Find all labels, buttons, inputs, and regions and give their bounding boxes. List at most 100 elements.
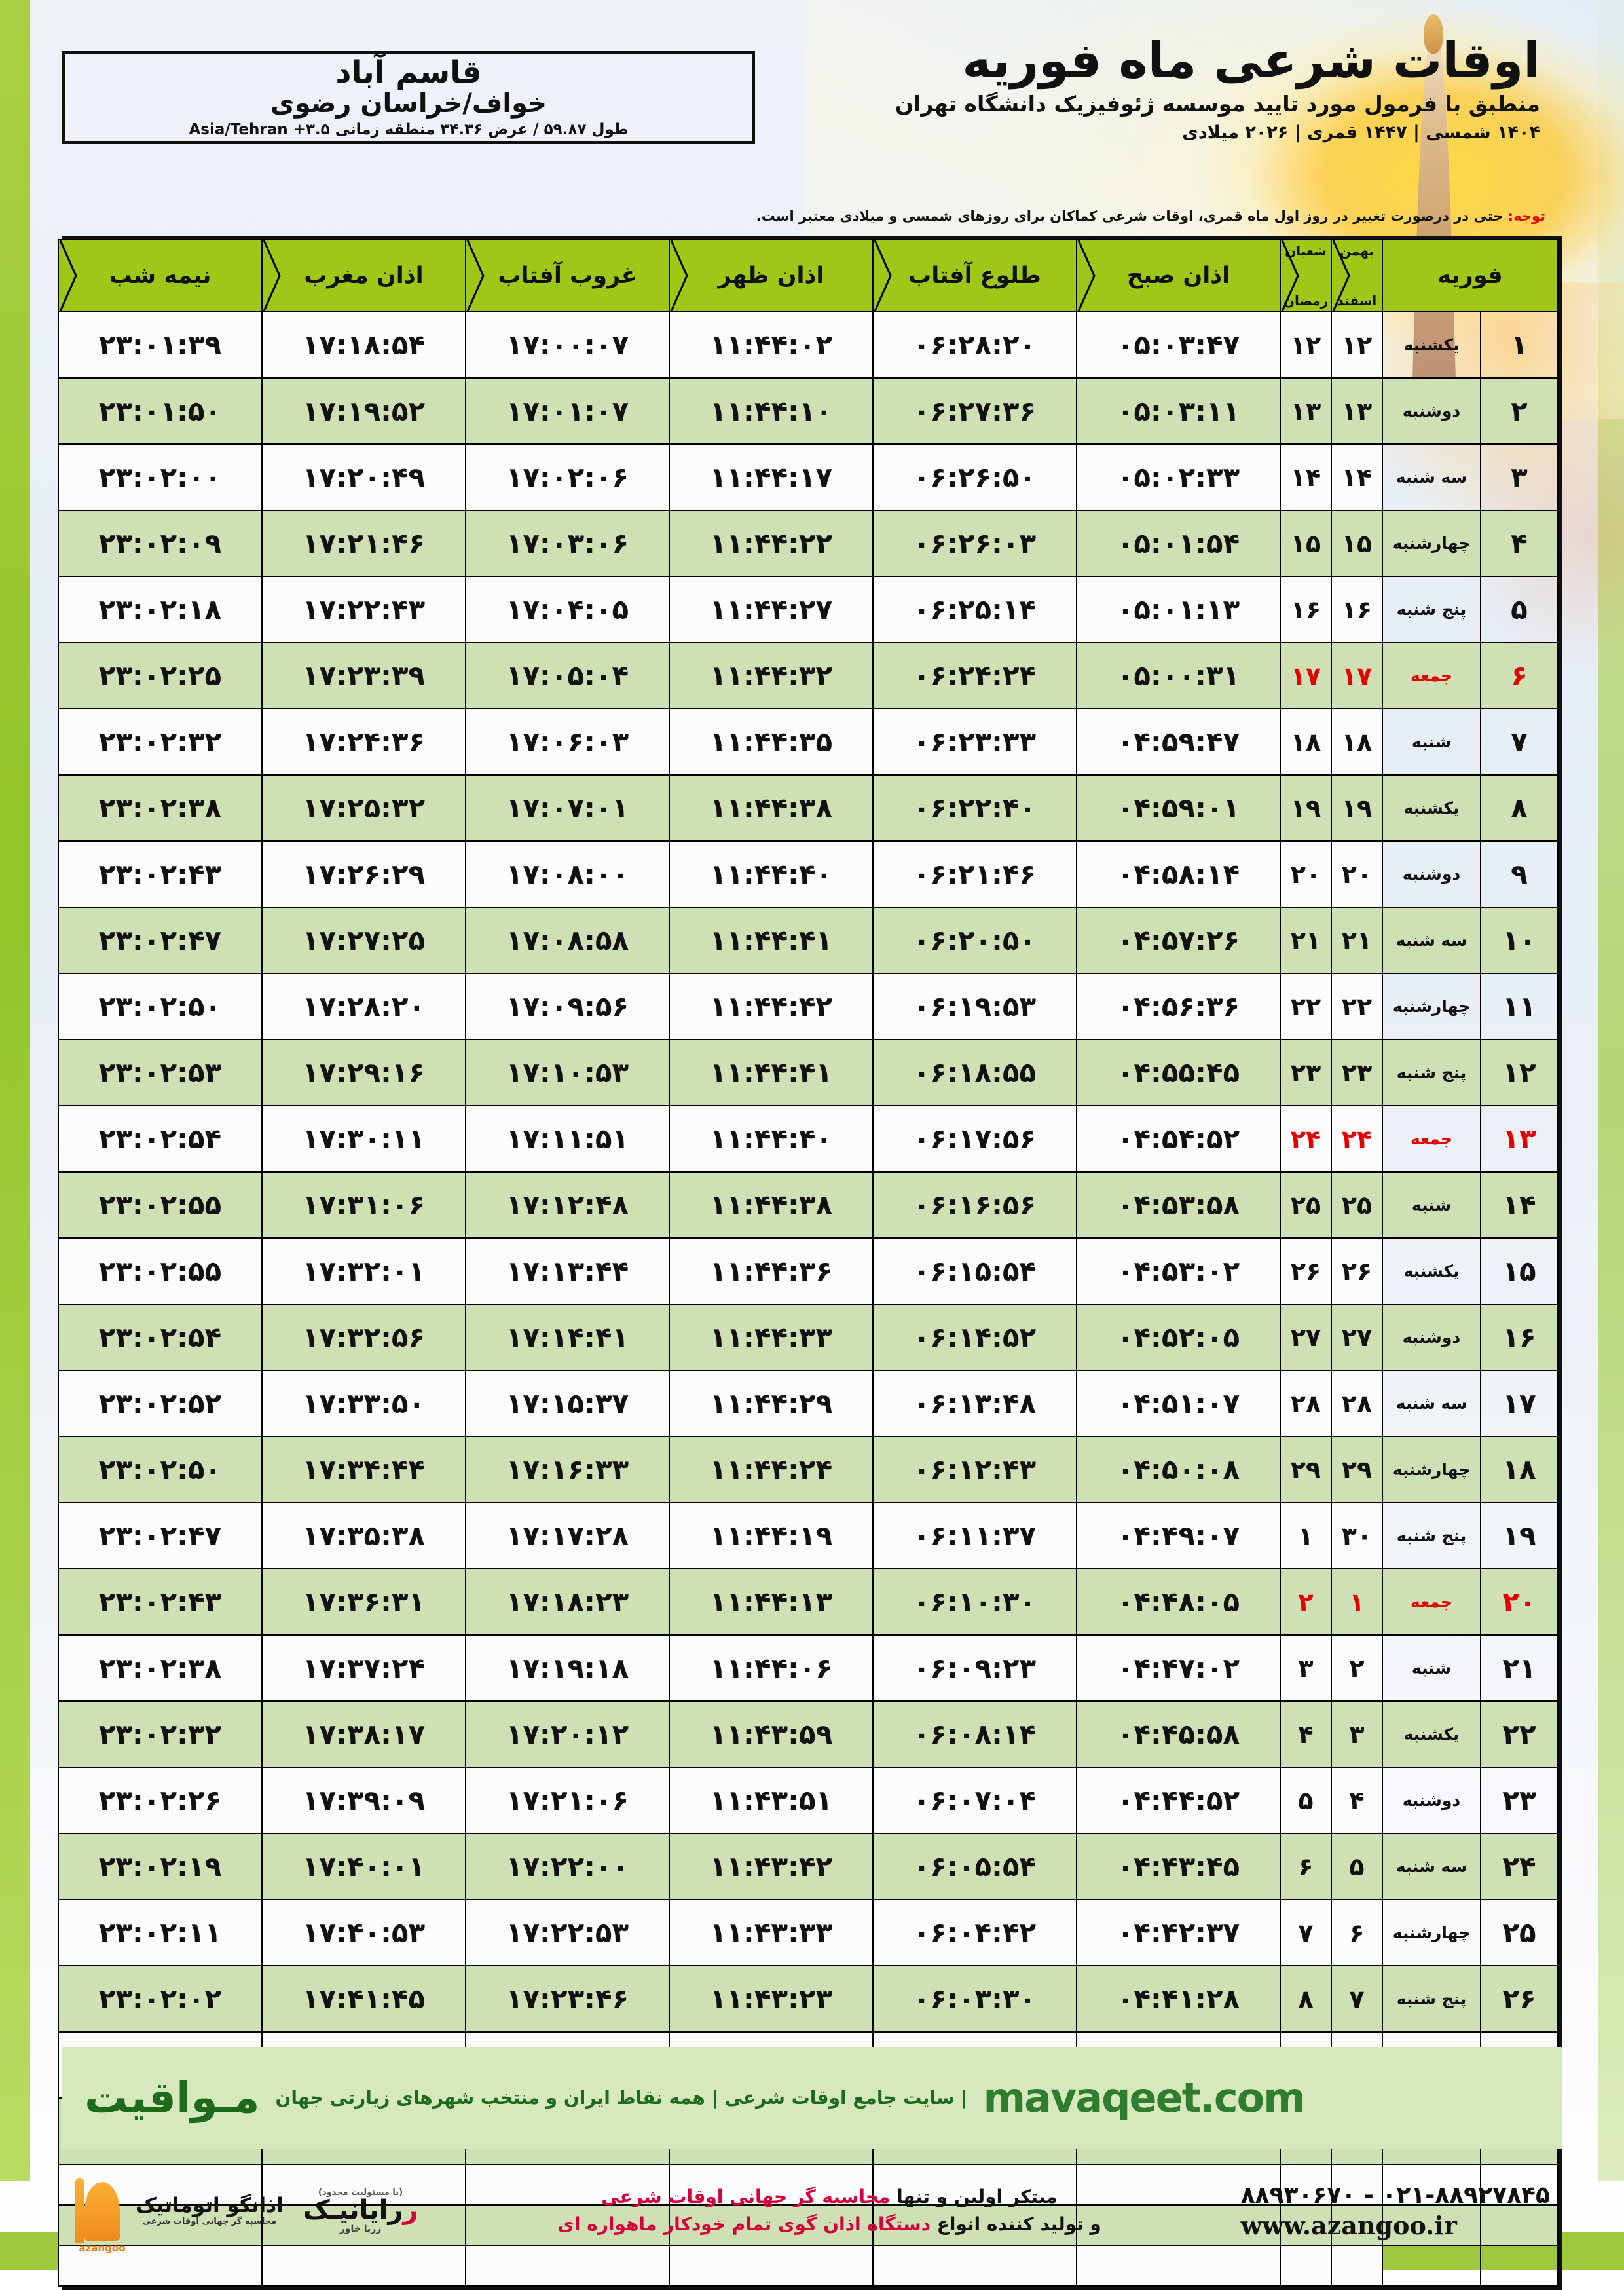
cell-maghrib: ۱۷:۲۲:۴۳ (261, 576, 466, 643)
col-header-lunar-month: شعبان رمضان (1279, 239, 1332, 312)
cell-lunar-day (1279, 2164, 1332, 2206)
cell-sunset: ۱۷:۲۰:۱۲ (464, 1700, 670, 1768)
table-row: ۴ چهارشنبه ۱۵ ۱۵ ۰۵:۰۱:۵۴ ۰۶:۲۶:۰۳ ۱۱:۴۴:۲۲ ۱۷:… (57, 510, 1559, 577)
cell-fajr: ۰۵:۰۳:۴۷ (1075, 311, 1281, 379)
note-text: حتی در درصورت تغییر در روز اول ماه قمری،… (756, 208, 1504, 224)
cell-weekday: شنبه (1381, 1634, 1482, 1702)
cell-maghrib: ۱۷:۲۳:۳۹ (261, 642, 466, 709)
cell-maghrib: ۱۷:۳۵:۳۸ (261, 1502, 466, 1569)
cell-midnight: ۲۳:۰۲:۱۱ (57, 1899, 263, 1966)
cell-midnight: ۲۳:۰۲:۴۳ (57, 1568, 263, 1636)
col-header-midnight: نیمه شب (57, 239, 263, 312)
cell-solar-day: ۱۳ (1330, 377, 1383, 445)
col-header-sunrise: طلوع آفتاب (872, 239, 1077, 312)
cell-sunset: ۱۷:۲۳:۴۶ (464, 1965, 670, 2033)
cell-feb-day: ۱۳ (1480, 1105, 1559, 1173)
brand-tagline: | سایت جامع اوقات شرعی | همه نقاط ایران … (275, 2087, 968, 2109)
cell-dhuhr: ۱۱:۴۴:۳۸ (668, 774, 874, 842)
cell-weekday: جمعه (1381, 642, 1482, 709)
cell-sunrise: ۰۶:۲۱:۴۶ (872, 840, 1077, 908)
cell-sunset: ۱۷:۲۲:۰۰ (464, 1833, 670, 1900)
page-subtitle: منطبق با فرمول مورد تایید موسسه ژئوفیزیک… (895, 91, 1540, 117)
cell-midnight: ۲۳:۰۲:۵۴ (57, 1105, 263, 1173)
cell-sunset: ۱۷:۱۲:۴۸ (464, 1171, 670, 1239)
cell-fajr: ۰۴:۵۸:۱۴ (1075, 840, 1281, 908)
cell-weekday: یکشنبه (1381, 1237, 1482, 1305)
cell-sunrise: ۰۶:۱۵:۵۴ (872, 1237, 1077, 1305)
cell-sunrise: ۰۶:۱۹:۵۳ (872, 973, 1077, 1040)
rayanic-logo-name: رایانیـک (303, 2194, 403, 2225)
azangoo-logo-en: azangoo (79, 2242, 126, 2254)
cell-weekday: جمعه (1381, 1568, 1482, 1636)
cell-solar-day (1330, 2204, 1383, 2246)
cell-feb-day (1480, 2204, 1559, 2246)
cell-maghrib: ۱۷:۲۱:۴۶ (261, 510, 466, 577)
cell-fajr: ۰۴:۴۱:۲۸ (1075, 1965, 1281, 2033)
cell-maghrib: ۱۷:۳۲:۰۱ (261, 1237, 466, 1305)
cell-dhuhr: ۱۱:۴۳:۲۳ (668, 1965, 874, 2033)
cell-midnight: ۲۳:۰۲:۵۵ (57, 1237, 263, 1305)
page-title: اوقات شرعی ماه فوریه (962, 31, 1541, 89)
cell-solar-day: ۲۰ (1330, 840, 1383, 908)
table-row: ۹ دوشنبه ۲۰ ۲۰ ۰۴:۵۸:۱۴ ۰۶:۲۱:۴۶ ۱۱:۴۴:۴۰ ۱۷:۰۸… (57, 840, 1559, 908)
cell-solar-day: ۲۹ (1330, 1436, 1383, 1503)
cell-maghrib: ۱۷:۳۷:۲۴ (261, 1634, 466, 1702)
minaret-icon (75, 2178, 84, 2243)
cell-dhuhr: ۱۱:۴۳:۵۹ (668, 1700, 874, 1768)
cell-lunar-day: ۲۲ (1279, 973, 1332, 1040)
table-body: ۱ یکشنبه ۱۲ ۱۲ ۰۵:۰۳:۴۷ ۰۶:۲۸:۲۰ ۱۱:۴۴:۰۲ ۱۷:۰۰… (57, 311, 1559, 2287)
footer-marketing-text: مبتکر اولین و تنها محاسبه گر جهانی اوقات… (557, 2183, 1101, 2238)
cell-lunar-day: ۳ (1279, 1634, 1332, 1702)
cell-sunrise: ۰۶:۱۷:۵۶ (872, 1105, 1077, 1173)
cell-dhuhr: ۱۱:۴۴:۳۲ (668, 642, 874, 709)
col-header-dhuhr: اذان ظهر (668, 239, 874, 312)
prayer-times-table: فوریه بهمن اسفند شعبان (57, 239, 1559, 2287)
cell-dhuhr: ۱۱:۴۳:۵۱ (668, 1767, 874, 1834)
table-row: ۲۶ پنج شنبه ۷ ۸ ۰۴:۴۱:۲۸ ۰۶:۰۳:۳۰ ۱۱:۴۳:۲۳ ۱۷:۲… (57, 1965, 1559, 2033)
table-row: ۸ یکشنبه ۱۹ ۱۹ ۰۴:۵۹:۰۱ ۰۶:۲۲:۴۰ ۱۱:۴۴:۳۸ ۱۷:۰۷… (57, 774, 1559, 842)
cell-feb-day: ۱۸ (1480, 1436, 1559, 1503)
cell-midnight: ۲۳:۰۲:۴۳ (57, 840, 263, 908)
cell-sunrise: ۰۶:۲۶:۰۳ (872, 510, 1077, 577)
cell-sunrise: ۰۶:۱۱:۳۷ (872, 1502, 1077, 1569)
cell-weekday: جمعه (1381, 1105, 1482, 1173)
cell-weekday: چهارشنبه (1381, 973, 1482, 1040)
cell-sunset: ۱۷:۱۰:۵۳ (464, 1039, 670, 1106)
cell-midnight: ۲۳:۰۲:۳۲ (57, 708, 263, 776)
cell-maghrib (261, 2204, 466, 2246)
footer: ۰۲۱-۸۸۹۲۷۸۴۵ - ۸۸۹۳۰۶۷۰ www.azangoo.ir م… (62, 2162, 1562, 2260)
table-row: ۲۲ یکشنبه ۳ ۴ ۰۴:۴۵:۵۸ ۰۶:۰۸:۱۴ ۱۱:۴۳:۵۹ ۱۷:۲۰:… (57, 1700, 1559, 1768)
cell-solar-day: ۲ (1330, 1634, 1383, 1702)
cell-maghrib: ۱۷:۳۶:۳۱ (261, 1568, 466, 1636)
dome-icon (84, 2182, 120, 2241)
cell-fajr: ۰۵:۰۱:۱۳ (1075, 576, 1281, 643)
cell-feb-day: ۱۹ (1480, 1502, 1559, 1569)
table-row: ۱۷ سه شنبه ۲۸ ۲۸ ۰۴:۵۱:۰۷ ۰۶:۱۳:۴۸ ۱۱:۴۴:۲۹ ۱۷:… (57, 1370, 1559, 1437)
cell-sunset: ۱۷:۱۶:۳۳ (464, 1436, 670, 1503)
cell-dhuhr: ۱۱:۴۴:۴۰ (668, 1105, 874, 1173)
cell-weekday (1381, 2164, 1482, 2206)
cell-midnight: ۲۳:۰۲:۳۲ (57, 1700, 263, 1768)
note-label: توجه: (1507, 208, 1545, 224)
cell-weekday: سه شنبه (1381, 443, 1482, 511)
cell-solar-day: ۵ (1330, 1833, 1383, 1900)
cell-feb-day: ۱۱ (1480, 973, 1559, 1040)
cell-fajr: ۰۴:۵۴:۵۲ (1075, 1105, 1281, 1173)
cell-lunar-day: ۷ (1279, 1899, 1332, 1966)
cell-fajr: ۰۴:۵۳:۰۲ (1075, 1237, 1281, 1305)
cell-weekday: دوشنبه (1381, 377, 1482, 445)
cell-lunar-day: ۱۳ (1279, 377, 1332, 445)
azangoo-logo-sub: محاسبه گر جهانی اوقات شرعی (142, 2216, 277, 2226)
footer-website[interactable]: www.azangoo.ir (1240, 2210, 1457, 2240)
cell-sunrise: ۰۶:۱۲:۴۳ (872, 1436, 1077, 1503)
calendar-years: ۱۴۰۴ شمسی | ۱۴۴۷ قمری | ۲۰۲۶ میلادی (1182, 122, 1540, 143)
cell-weekday (1381, 2204, 1482, 2246)
brand-domain[interactable]: mavaqeet.com (983, 2074, 1305, 2122)
azangoo-logo-name: اذانگو اتوماتیک (136, 2194, 284, 2218)
cell-feb-day: ۷ (1480, 708, 1559, 776)
cell-sunrise: ۰۶:۰۹:۲۳ (872, 1634, 1077, 1702)
cell-sunset: ۱۷:۲۱:۰۶ (464, 1767, 670, 1834)
cell-feb-day: ۱۴ (1480, 1171, 1559, 1239)
cell-midnight: ۲۳:۰۲:۴۷ (57, 907, 263, 974)
cell-feb-day: ۱۶ (1480, 1304, 1559, 1371)
